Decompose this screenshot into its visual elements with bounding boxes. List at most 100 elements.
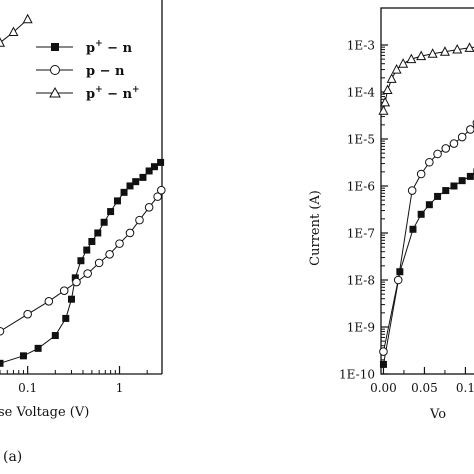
- data-point-open-circle: [153, 192, 162, 201]
- data-point-open-circle: [393, 275, 403, 285]
- data-point-filled-square: [62, 314, 70, 322]
- data-point-open-triangle: [382, 84, 393, 95]
- y-tick-label: 1E-5: [347, 133, 375, 147]
- data-point-open-circle: [441, 144, 451, 153]
- panel-a-x-axis-label: se Voltage (V): [0, 405, 89, 420]
- data-point-filled-square: [458, 177, 466, 185]
- data-point-filled-square: [157, 158, 165, 166]
- data-point-open-circle: [44, 297, 54, 306]
- y-tick-label: 1E-7: [347, 227, 375, 241]
- data-point-filled-square: [19, 352, 27, 360]
- data-point-open-triangle: [8, 26, 19, 37]
- data-point-open-triangle: [0, 37, 6, 47]
- y-tick-label: 1E-6: [347, 180, 375, 194]
- series-line-filled-square: [383, 173, 474, 365]
- data-point-open-circle: [407, 186, 417, 195]
- series-line-open-circle: [383, 125, 474, 352]
- legend-marker-open-triangle: [49, 86, 61, 98]
- data-point-open-circle: [23, 309, 32, 319]
- panel-b-x-axis-label: Vo: [429, 407, 446, 422]
- data-point-open-circle: [115, 239, 124, 248]
- data-point-filled-square: [450, 182, 458, 190]
- data-point-filled-square: [94, 229, 102, 237]
- panel-b-y-axis-label: Current (A): [308, 190, 323, 266]
- data-point-filled-square: [409, 225, 417, 233]
- y-tick-label: 1E-10: [339, 368, 375, 382]
- data-point-open-circle: [157, 185, 166, 195]
- data-point-filled-square: [71, 274, 79, 282]
- panel-label: (a): [3, 449, 22, 465]
- panel-b-plot-frame: [380, 7, 474, 375]
- data-point-open-circle: [379, 347, 388, 356]
- data-point-filled-square: [107, 208, 115, 216]
- data-point-open-circle: [144, 203, 154, 212]
- data-point-open-circle: [83, 269, 92, 278]
- data-point-open-circle: [105, 250, 114, 259]
- legend-label: p+ − n+: [86, 85, 140, 102]
- data-point-filled-square: [145, 167, 153, 175]
- data-point-filled-square: [417, 210, 425, 218]
- data-point-filled-square: [425, 201, 433, 209]
- legend-marker-open-circle: [50, 65, 60, 75]
- data-point-open-triangle: [378, 105, 389, 115]
- panel-b-series: [378, 42, 474, 368]
- panel-a: 0.1 1 se Voltage (V) p+ − n p − n p+ − n+…: [0, 0, 166, 465]
- y-tick-label: 1E-9: [347, 321, 375, 335]
- data-point-filled-square: [113, 197, 121, 205]
- data-point-filled-square: [379, 360, 387, 368]
- data-point-filled-square: [77, 257, 85, 265]
- legend-entry: p − n: [36, 64, 125, 79]
- legend-marker-filled-square: [51, 43, 59, 51]
- data-point-filled-square: [34, 344, 42, 352]
- data-point-open-circle: [0, 326, 5, 336]
- data-point-filled-square: [466, 172, 474, 180]
- data-point-open-triangle: [22, 13, 33, 24]
- y-tick-label: 1E-4: [347, 86, 376, 100]
- data-point-filled-square: [396, 268, 404, 276]
- panel-b-y-ticks: 1E-3 1E-4 1E-5 1E-6 1E-7 1E-8 1E-9 1E-10: [339, 39, 388, 382]
- data-point-open-circle: [433, 149, 442, 159]
- legend: p+ − n p − n p+ − n+: [36, 39, 140, 102]
- data-point-open-circle: [416, 169, 426, 179]
- x-tick-label: 0.00: [370, 381, 397, 395]
- data-point-filled-square: [100, 218, 108, 226]
- legend-entry: p+ − n+: [36, 85, 140, 102]
- data-point-filled-square: [150, 163, 158, 171]
- panel-b: 1E-31E-41E-51E-61E-71E-81E-91E-10 0.00 0.…: [308, 7, 474, 422]
- data-point-filled-square: [139, 173, 147, 181]
- data-point-open-triangle: [416, 50, 427, 61]
- legend-label: p − n: [86, 64, 125, 79]
- data-point-open-circle: [457, 132, 467, 142]
- data-point-filled-square: [51, 332, 59, 340]
- data-point-filled-square: [434, 192, 442, 200]
- data-point-open-triangle: [391, 63, 402, 74]
- data-point-open-triangle: [452, 43, 463, 54]
- data-point-open-triangle: [386, 73, 397, 83]
- data-point-open-circle: [59, 286, 69, 295]
- panel-b-x-ticks: 0.00 0.05 0.1: [370, 367, 474, 395]
- data-point-filled-square: [442, 187, 450, 195]
- data-point-open-circle: [135, 215, 144, 225]
- data-point-filled-square: [83, 246, 91, 254]
- x-tick-label: 0.05: [411, 381, 438, 395]
- data-point-open-triangle: [427, 48, 438, 58]
- data-point-open-circle: [72, 277, 81, 287]
- data-point-filled-square: [132, 178, 140, 186]
- data-point-open-triangle: [439, 46, 450, 56]
- legend-label: p+ − n: [86, 39, 133, 56]
- data-point-filled-square: [120, 188, 128, 196]
- x-tick-label: 0.1: [456, 381, 474, 395]
- data-point-open-circle: [425, 157, 434, 167]
- panel-a-x-ticks: 0.1 1: [0, 366, 148, 395]
- y-tick-label: 1E-8: [347, 274, 375, 288]
- data-point-open-triangle: [380, 96, 391, 107]
- data-point-open-circle: [94, 258, 104, 268]
- data-point-open-circle: [449, 139, 459, 148]
- x-tick-label: 0.1: [18, 381, 37, 395]
- data-point-open-triangle: [406, 53, 417, 64]
- data-point-filled-square: [88, 237, 96, 245]
- data-point-filled-square: [67, 295, 75, 303]
- data-point-open-circle: [125, 228, 135, 238]
- legend-entry: p+ − n: [36, 39, 133, 56]
